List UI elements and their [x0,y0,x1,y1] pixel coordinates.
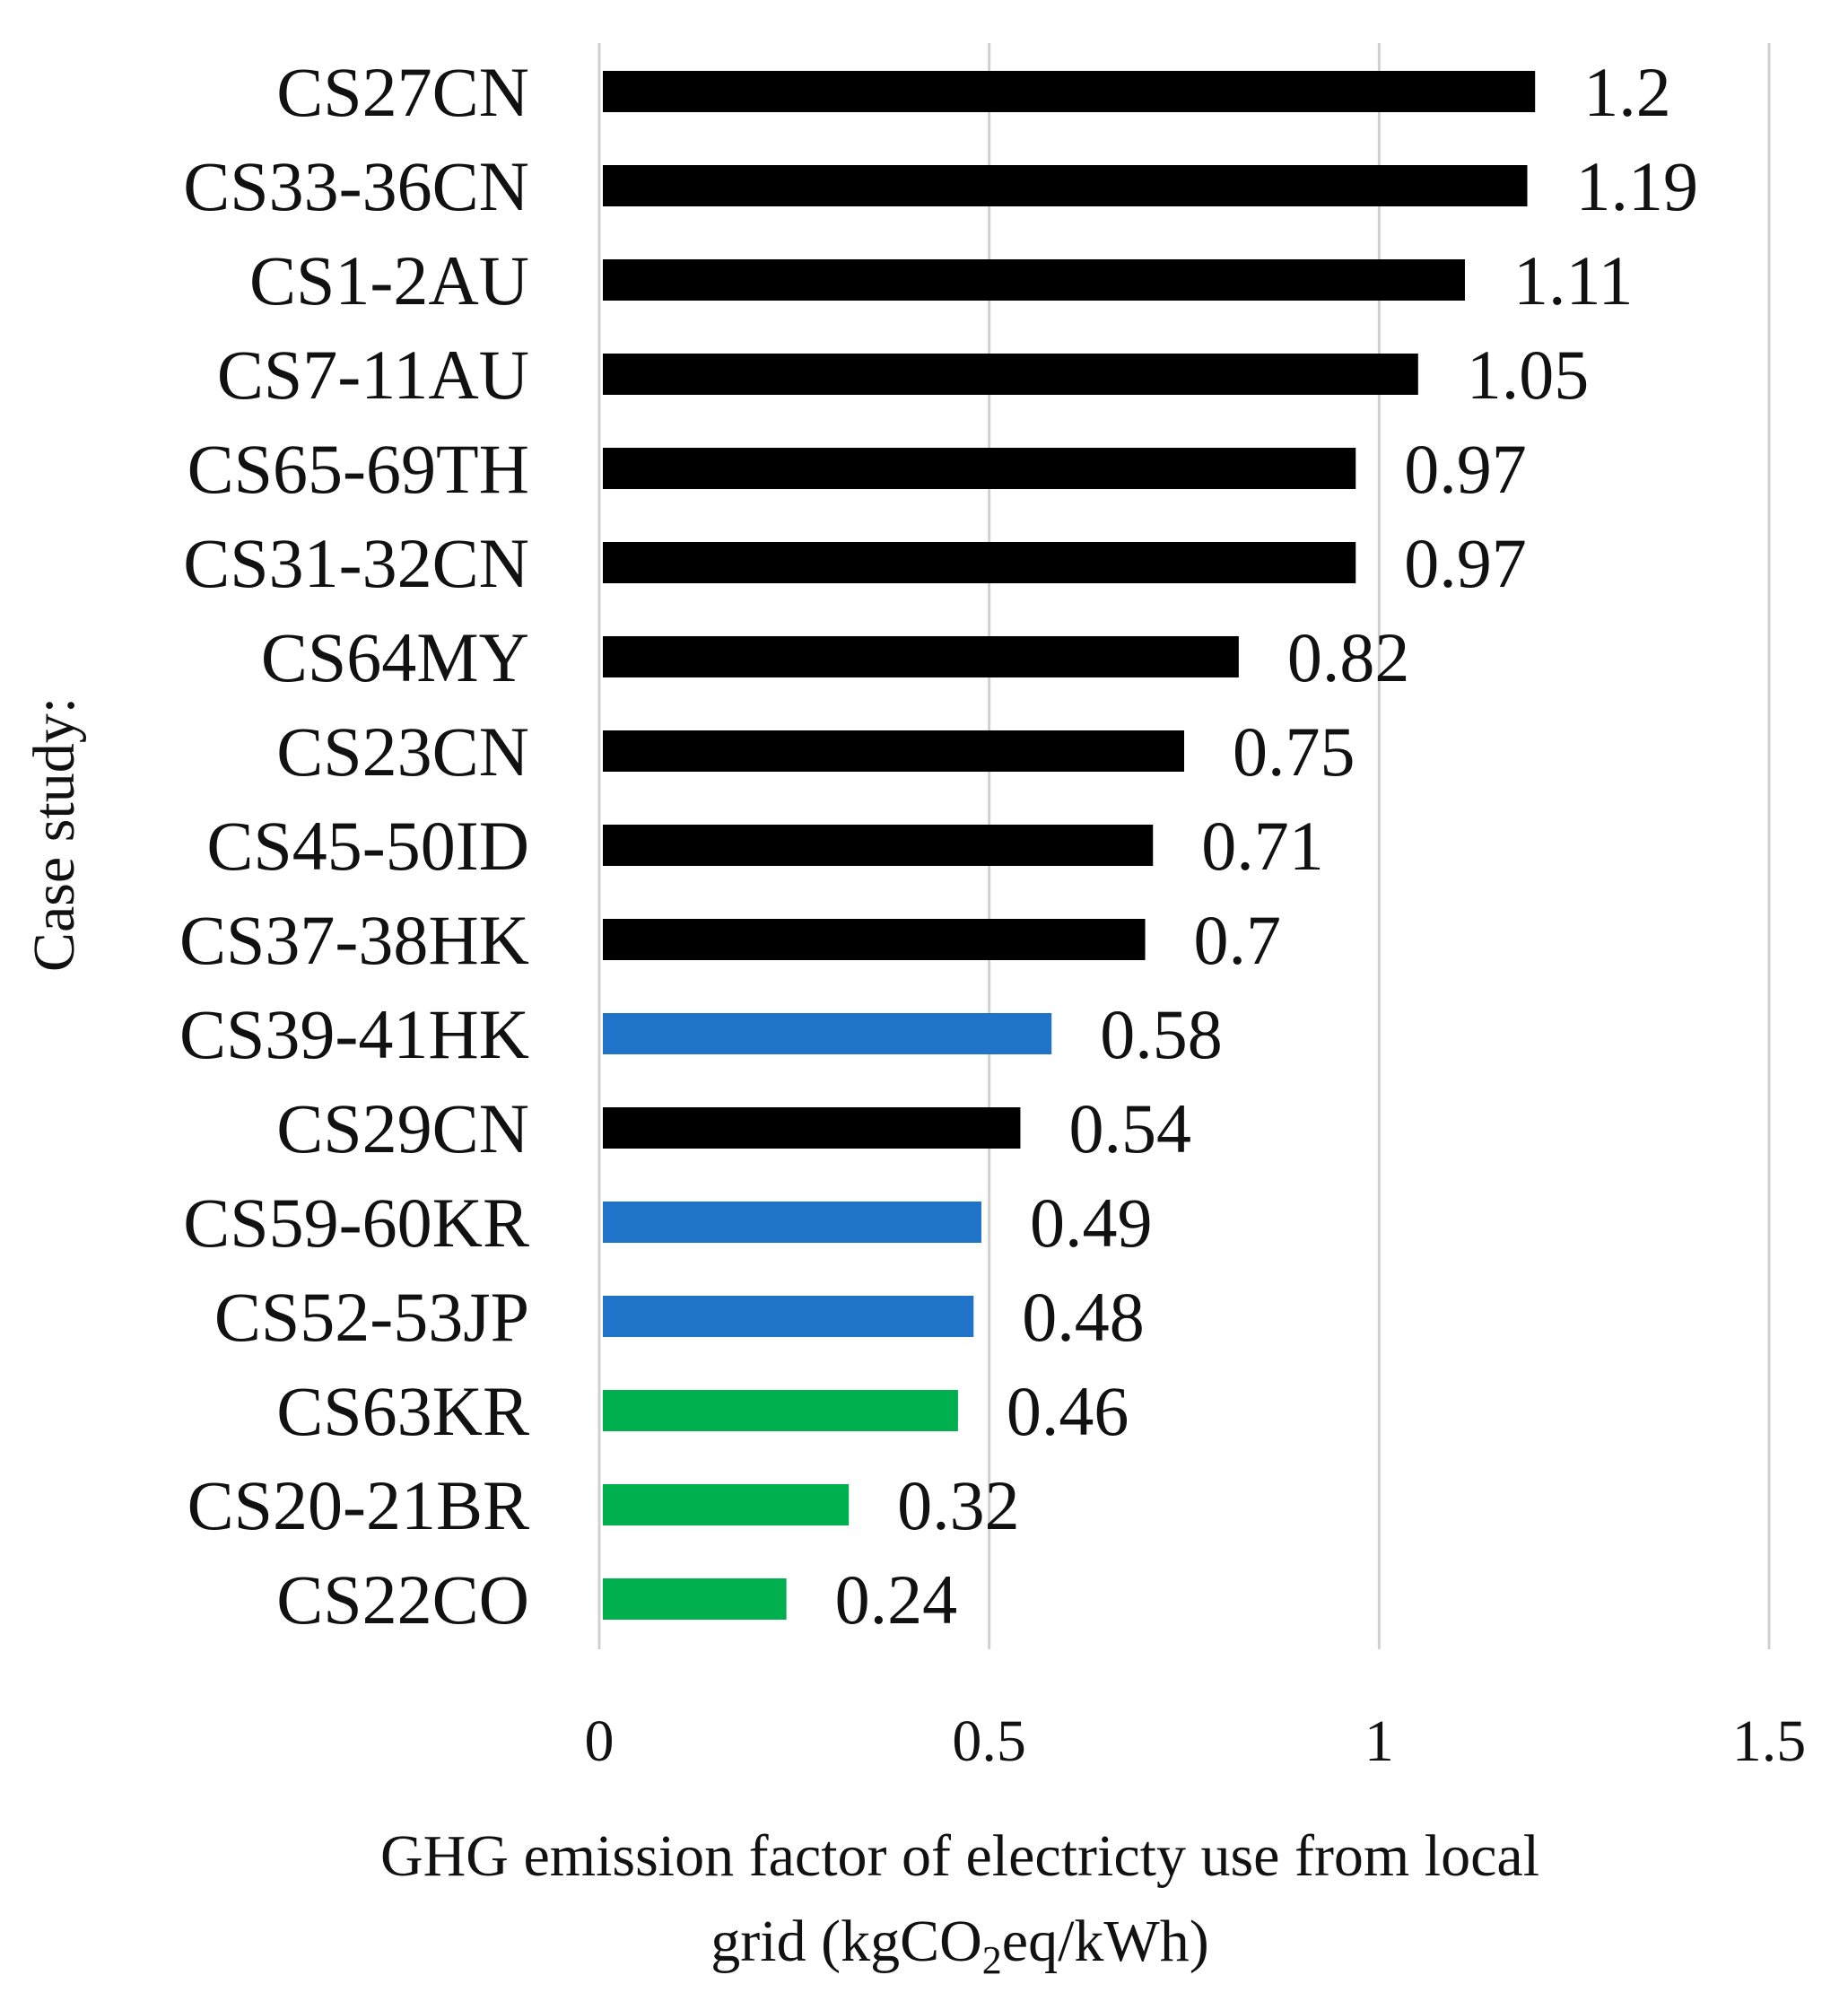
bar-CS1-2AU [603,259,1465,301]
category-label-CS1-2AU: CS1-2AU [249,241,529,319]
category-label-CS31-32CN: CS31-32CN [183,524,529,602]
data-label-CS7-11AU: 1.05 [1467,336,1590,414]
grid-layer [597,43,1771,1649]
x-axis-title-line1: GHG emission factor of electricty use fr… [380,1823,1539,1889]
data-label-CS45-50ID: 0.71 [1201,807,1324,885]
data-label-CS1-2AU: 1.11 [1513,241,1634,319]
x-axis-title-post: eq/kWh) [1002,1909,1209,1974]
data-label-CS29CN: 0.54 [1068,1089,1191,1167]
category-label-CS52-53JP: CS52-53JP [214,1278,529,1356]
category-label-layer: CS27CN CS33-36CN CS1-2AU CS7-11AU CS65-69TH C… [179,53,529,1639]
bar-CS64MY [603,636,1239,677]
bar-CS20-21BR [603,1484,850,1525]
category-label-CS23CN: CS23CN [276,712,529,791]
bar-CS39-41HK [603,1013,1052,1054]
x-tick-layer: 0 0.5 1 1.5 [585,1708,1807,1774]
category-label-CS20-21BR: CS20-21BR [187,1466,529,1544]
data-label-layer: 1.2 1.19 1.11 1.05 0.97 0.97 0.82 0.75 0.71 0.7 0.… [835,53,1698,1639]
bar-CS45-50ID [603,825,1154,866]
data-label-CS20-21BR: 0.32 [897,1466,1020,1544]
x-tick-label-2: 1 [1364,1708,1394,1774]
bar-CS23CN [603,730,1184,772]
data-label-CS23CN: 0.75 [1233,712,1355,791]
x-tick-label-3: 1.5 [1732,1708,1807,1774]
category-label-CS64MY: CS64MY [261,618,529,696]
category-label-CS37-38HK: CS37-38HK [179,901,529,979]
bar-CS27CN [603,71,1536,112]
bar-CS63KR [603,1390,958,1431]
category-label-CS59-60KR: CS59-60KR [183,1184,529,1262]
bar-CS31-32CN [603,542,1356,583]
bar-CS33-36CN [603,165,1528,206]
y-axis-title: Case study: [22,697,87,972]
bar-layer [603,71,1536,1620]
bar-CS52-53JP [603,1296,974,1337]
bar-CS59-60KR [603,1202,981,1243]
category-label-CS63KR: CS63KR [276,1372,529,1450]
category-label-CS45-50ID: CS45-50ID [206,807,529,885]
category-label-CS7-11AU: CS7-11AU [217,336,529,414]
x-tick-label-1: 0.5 [952,1708,1026,1774]
category-label-CS33-36CN: CS33-36CN [183,147,529,225]
bar-CS22CO [603,1578,787,1620]
category-label-CS27CN: CS27CN [276,53,529,131]
data-label-CS27CN: 1.2 [1583,53,1671,131]
data-label-CS33-36CN: 1.19 [1576,147,1699,225]
data-label-CS39-41HK: 0.58 [1100,995,1223,1073]
x-axis-title-line2: grid (kgCO2eq/kWh) [710,1909,1208,1982]
x-axis-title-pre: grid (kgCO [710,1909,981,1974]
category-label-CS39-41HK: CS39-41HK [179,995,529,1073]
data-label-CS37-38HK: 0.7 [1194,901,1282,979]
data-label-CS22CO: 0.24 [835,1560,958,1639]
data-label-CS63KR: 0.46 [1007,1372,1129,1450]
bar-CS65-69TH [603,448,1356,489]
data-label-CS65-69TH: 0.97 [1404,430,1527,508]
x-axis-title-sub: 2 [982,1938,1002,1982]
data-label-CS52-53JP: 0.48 [1022,1278,1145,1356]
category-label-CS22CO: CS22CO [276,1560,529,1639]
data-label-CS64MY: 0.82 [1287,618,1410,696]
bar-CS29CN [603,1107,1021,1149]
bar-CS7-11AU [603,354,1418,395]
data-label-CS31-32CN: 0.97 [1404,524,1527,602]
data-label-CS59-60KR: 0.49 [1030,1184,1153,1262]
bar-CS37-38HK [603,919,1146,960]
x-tick-label-0: 0 [585,1708,615,1774]
category-label-CS65-69TH: CS65-69TH [187,430,529,508]
category-label-CS29CN: CS29CN [276,1089,529,1167]
